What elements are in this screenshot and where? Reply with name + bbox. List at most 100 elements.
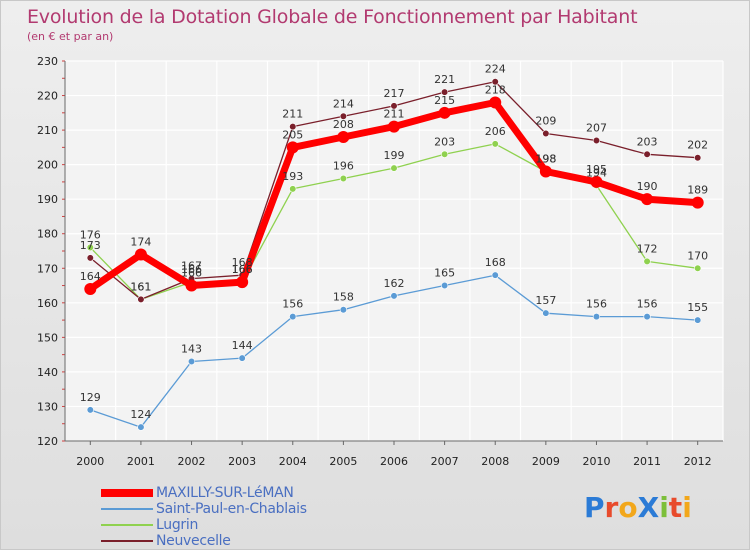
- data-point: [185, 279, 198, 292]
- data-point: [542, 309, 550, 317]
- data-point: [134, 248, 147, 261]
- y-tick-label: 150: [37, 331, 58, 344]
- proxiti-logo: ProXiti: [584, 491, 692, 524]
- x-tick-label: 2003: [228, 455, 256, 468]
- x-tick-label: 2005: [329, 455, 357, 468]
- y-tick-label: 130: [37, 400, 58, 413]
- legend-label: Lugrin: [156, 517, 199, 533]
- data-point: [643, 313, 651, 321]
- series-saint-paul-en-chablais: [86, 271, 702, 431]
- data-point: [691, 196, 704, 209]
- data-label: 158: [333, 291, 354, 304]
- data-label: 189: [687, 184, 708, 197]
- data-label: 165: [434, 267, 455, 280]
- legend-swatch: [101, 508, 153, 510]
- data-point: [491, 271, 499, 279]
- data-point: [187, 357, 196, 366]
- data-point: [390, 164, 398, 172]
- x-tick-label: 2001: [127, 455, 155, 468]
- data-label: 166: [232, 263, 253, 276]
- data-point: [441, 150, 449, 158]
- data-label: 211: [384, 108, 405, 121]
- data-label: 196: [333, 159, 354, 172]
- data-point: [238, 354, 246, 362]
- data-label: 218: [485, 83, 506, 96]
- series-maxilly-sur-l-man: [84, 96, 704, 295]
- data-point: [86, 406, 94, 414]
- data-label: 217: [384, 87, 405, 100]
- data-label: 166: [181, 263, 202, 276]
- legend-swatch: [101, 489, 153, 497]
- data-point: [286, 141, 299, 154]
- data-point: [137, 423, 145, 431]
- data-label: 173: [80, 239, 101, 252]
- data-point: [337, 131, 350, 143]
- data-label: 172: [637, 242, 658, 255]
- data-label: 164: [80, 270, 101, 283]
- data-label: 161: [130, 280, 151, 293]
- data-label: 124: [130, 408, 151, 421]
- legend-label: Saint-Paul-en-Chablais: [156, 501, 307, 517]
- data-point: [86, 254, 94, 262]
- data-label: 156: [586, 298, 607, 311]
- data-point: [441, 281, 449, 290]
- axes: 120 130 140 150 160 170 180 190 200 210 220 230 2000…: [37, 55, 723, 468]
- data-label: 190: [637, 180, 658, 193]
- data-label: 166: [181, 267, 202, 280]
- data-label: 206: [485, 125, 506, 138]
- logo-letter: P: [584, 491, 605, 524]
- data-label: 209: [535, 115, 556, 128]
- y-tick-label: 140: [37, 366, 58, 379]
- data-point: [339, 306, 347, 314]
- x-tick-label: 2000: [76, 455, 104, 468]
- data-point: [592, 313, 601, 321]
- data-label: 174: [130, 235, 151, 248]
- data-point: [86, 243, 94, 252]
- data-point: [694, 154, 702, 162]
- data-label: 129: [80, 391, 101, 404]
- data-point: [438, 106, 451, 119]
- data-point: [694, 264, 702, 272]
- logo-letter: o: [618, 491, 638, 524]
- data-point: [542, 129, 550, 138]
- legend-swatch: [101, 540, 153, 542]
- data-label: 156: [637, 298, 658, 311]
- data-label: 199: [384, 149, 405, 162]
- legend-label: MAXILLY-SUR-LéMAN: [156, 485, 294, 501]
- data-point: [641, 193, 654, 206]
- logo-letter: i: [682, 491, 692, 524]
- data-label: 193: [282, 170, 303, 183]
- x-tick-label: 2009: [532, 455, 560, 468]
- legend-swatch: [101, 524, 153, 526]
- data-label: 194: [586, 166, 607, 179]
- data-point: [643, 150, 651, 158]
- data-point: [289, 185, 297, 193]
- logo-letter: r: [604, 491, 619, 524]
- data-label: 161: [130, 280, 151, 293]
- logo-letter: i: [659, 491, 669, 524]
- data-point: [236, 276, 249, 289]
- data-point: [491, 78, 499, 86]
- data-label: 203: [637, 135, 658, 148]
- x-tick-label: 2011: [633, 455, 661, 468]
- series-neuvecelle: [86, 78, 702, 303]
- x-tick-label: 2010: [582, 455, 610, 468]
- data-label: 221: [434, 73, 455, 86]
- x-tick-label: 2008: [481, 455, 509, 468]
- data-label: 224: [485, 63, 506, 76]
- data-label: 203: [434, 135, 455, 148]
- x-tick-label: 2012: [684, 455, 712, 468]
- data-label: 170: [687, 249, 708, 262]
- data-label: 208: [333, 118, 354, 131]
- data-label: 214: [333, 97, 354, 110]
- data-label: 211: [282, 108, 303, 121]
- data-label: 167: [181, 260, 202, 273]
- data-label: 207: [586, 121, 607, 134]
- data-label: 176: [80, 229, 101, 242]
- data-label: 168: [232, 256, 253, 269]
- data-point: [491, 140, 499, 148]
- series-lines: [84, 78, 704, 431]
- x-tick-label: 2007: [431, 455, 459, 468]
